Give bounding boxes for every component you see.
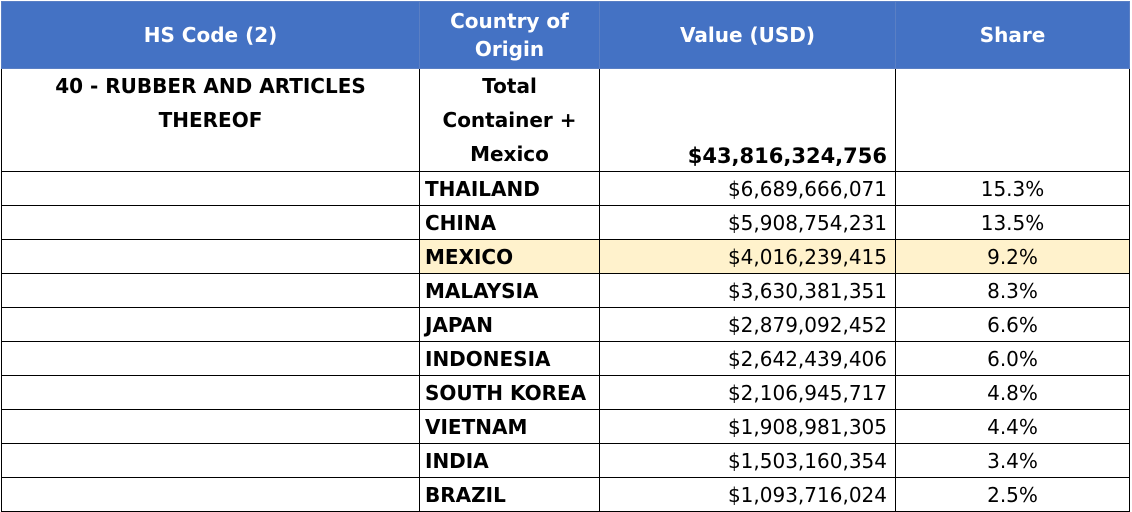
- share-cell: 4.4%: [895, 409, 1130, 444]
- header-country: Country of Origin: [419, 1, 600, 69]
- country-cell: INDIA: [419, 443, 600, 478]
- total-country-cell: Total Container + Mexico: [419, 68, 600, 172]
- table-row: BRAZIL $1,093,716,024 2.5%: [1, 477, 1130, 512]
- value-cell: $1,093,716,024: [599, 477, 896, 512]
- country-cell: MALAYSIA: [419, 273, 600, 308]
- value-cell: $2,642,439,406: [599, 341, 896, 376]
- value-cell: $6,689,666,071: [599, 171, 896, 206]
- table-row-highlighted: MEXICO $4,016,239,415 9.2%: [1, 239, 1130, 274]
- country-cell: JAPAN: [419, 307, 600, 342]
- table-row: VIETNAM $1,908,981,305 4.4%: [1, 409, 1130, 444]
- header-row: HS Code (2) Country of Origin Value (USD…: [1, 1, 1130, 69]
- share-cell: 3.4%: [895, 443, 1130, 478]
- table-row: CHINA $5,908,754,231 13.5%: [1, 205, 1130, 240]
- total-row: 40 - RUBBER AND ARTICLES THEREOF Total C…: [1, 68, 1130, 172]
- table-row: THAILAND $6,689,666,071 15.3%: [1, 171, 1130, 206]
- value-cell: $4,016,239,415: [599, 239, 896, 274]
- country-cell: BRAZIL: [419, 477, 600, 512]
- total-value-cell: $43,816,324,756: [599, 68, 896, 172]
- value-cell: $2,879,092,452: [599, 307, 896, 342]
- value-cell: $2,106,945,717: [599, 375, 896, 410]
- share-cell: 8.3%: [895, 273, 1130, 308]
- country-cell: SOUTH KOREA: [419, 375, 600, 410]
- total-share-cell: [895, 68, 1130, 172]
- share-cell: 2.5%: [895, 477, 1130, 512]
- value-cell: $1,908,981,305: [599, 409, 896, 444]
- empty-hs-cell: [1, 341, 420, 376]
- table-row: SOUTH KOREA $2,106,945,717 4.8%: [1, 375, 1130, 410]
- header-value: Value (USD): [599, 1, 896, 69]
- header-share: Share: [895, 1, 1130, 69]
- hs-code-cell: 40 - RUBBER AND ARTICLES THEREOF: [1, 68, 420, 172]
- empty-hs-cell: [1, 307, 420, 342]
- value-cell: $5,908,754,231: [599, 205, 896, 240]
- header-hs-code: HS Code (2): [1, 1, 420, 69]
- empty-hs-cell: [1, 171, 420, 206]
- country-cell: MEXICO: [419, 239, 600, 274]
- empty-hs-cell: [1, 477, 420, 512]
- empty-hs-cell: [1, 205, 420, 240]
- share-cell: 9.2%: [895, 239, 1130, 274]
- value-cell: $1,503,160,354: [599, 443, 896, 478]
- share-cell: 13.5%: [895, 205, 1130, 240]
- share-cell: 6.0%: [895, 341, 1130, 376]
- country-cell: INDONESIA: [419, 341, 600, 376]
- share-cell: 4.8%: [895, 375, 1130, 410]
- share-cell: 6.6%: [895, 307, 1130, 342]
- empty-hs-cell: [1, 375, 420, 410]
- table-row: INDONESIA $2,642,439,406 6.0%: [1, 341, 1130, 376]
- table-row: MALAYSIA $3,630,381,351 8.3%: [1, 273, 1130, 308]
- empty-hs-cell: [1, 443, 420, 478]
- country-cell: VIETNAM: [419, 409, 600, 444]
- empty-hs-cell: [1, 239, 420, 274]
- share-cell: 15.3%: [895, 171, 1130, 206]
- country-cell: THAILAND: [419, 171, 600, 206]
- table-row: INDIA $1,503,160,354 3.4%: [1, 443, 1130, 478]
- value-cell: $3,630,381,351: [599, 273, 896, 308]
- table-row: JAPAN $2,879,092,452 6.6%: [1, 307, 1130, 342]
- country-cell: CHINA: [419, 205, 600, 240]
- empty-hs-cell: [1, 273, 420, 308]
- empty-hs-cell: [1, 409, 420, 444]
